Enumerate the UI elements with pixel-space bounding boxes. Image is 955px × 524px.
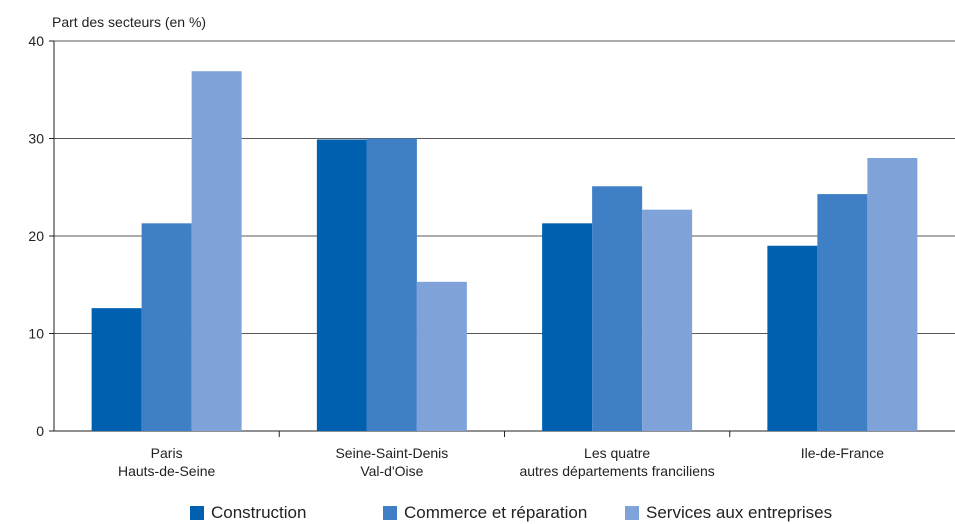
x-tick-label: Val-d'Oise [360,463,423,479]
x-tick-label: Hauts-de-Seine [118,463,215,479]
bar-2-3 [592,186,643,431]
bar-3-2 [416,281,467,431]
y-tick-label: 0 [36,423,44,439]
y-tick-label: 30 [28,131,44,147]
bar-3-4 [867,158,918,431]
x-tick-label: Paris [151,445,183,461]
legend-swatch-services [625,506,639,520]
y-tick-label: 10 [28,326,44,342]
bar-chart: 0 10 20 30 40 Paris Hauts-de-Seine Seine-Saint-… [28,33,955,479]
y-axis-title: Part des secteurs (en %) [52,14,207,30]
legend-swatch-construction [190,506,204,520]
legend-label-construction: Construction [211,503,307,522]
bar-1-3 [542,223,593,431]
x-tick-label: Ile-de-France [801,445,884,461]
y-tick-label: 40 [28,33,44,49]
y-tick-label: 20 [28,228,44,244]
bar-1-2 [316,139,367,431]
legend-item-construction: Construction [190,503,306,523]
legend: Construction Commerce et réparation Serv… [0,500,955,524]
x-tick-label: autres départements franciliens [519,463,714,479]
x-tick-label: Les quatre [584,445,650,461]
legend-label-services: Services aux entreprises [646,503,833,522]
bar-1-1 [91,308,142,431]
bar-1-4 [767,245,818,431]
legend-label-commerce: Commerce et réparation [404,503,588,522]
bar-3-3 [642,209,693,431]
bar-2-4 [817,194,868,431]
x-tick-label: Seine-Saint-Denis [335,445,448,461]
bar-3-1 [191,71,242,431]
bar-2-1 [141,223,192,431]
legend-item-services: Services aux entreprises [625,503,832,523]
legend-item-commerce: Commerce et réparation [383,503,587,523]
legend-swatch-commerce [383,506,397,520]
bar-2-2 [366,138,417,431]
